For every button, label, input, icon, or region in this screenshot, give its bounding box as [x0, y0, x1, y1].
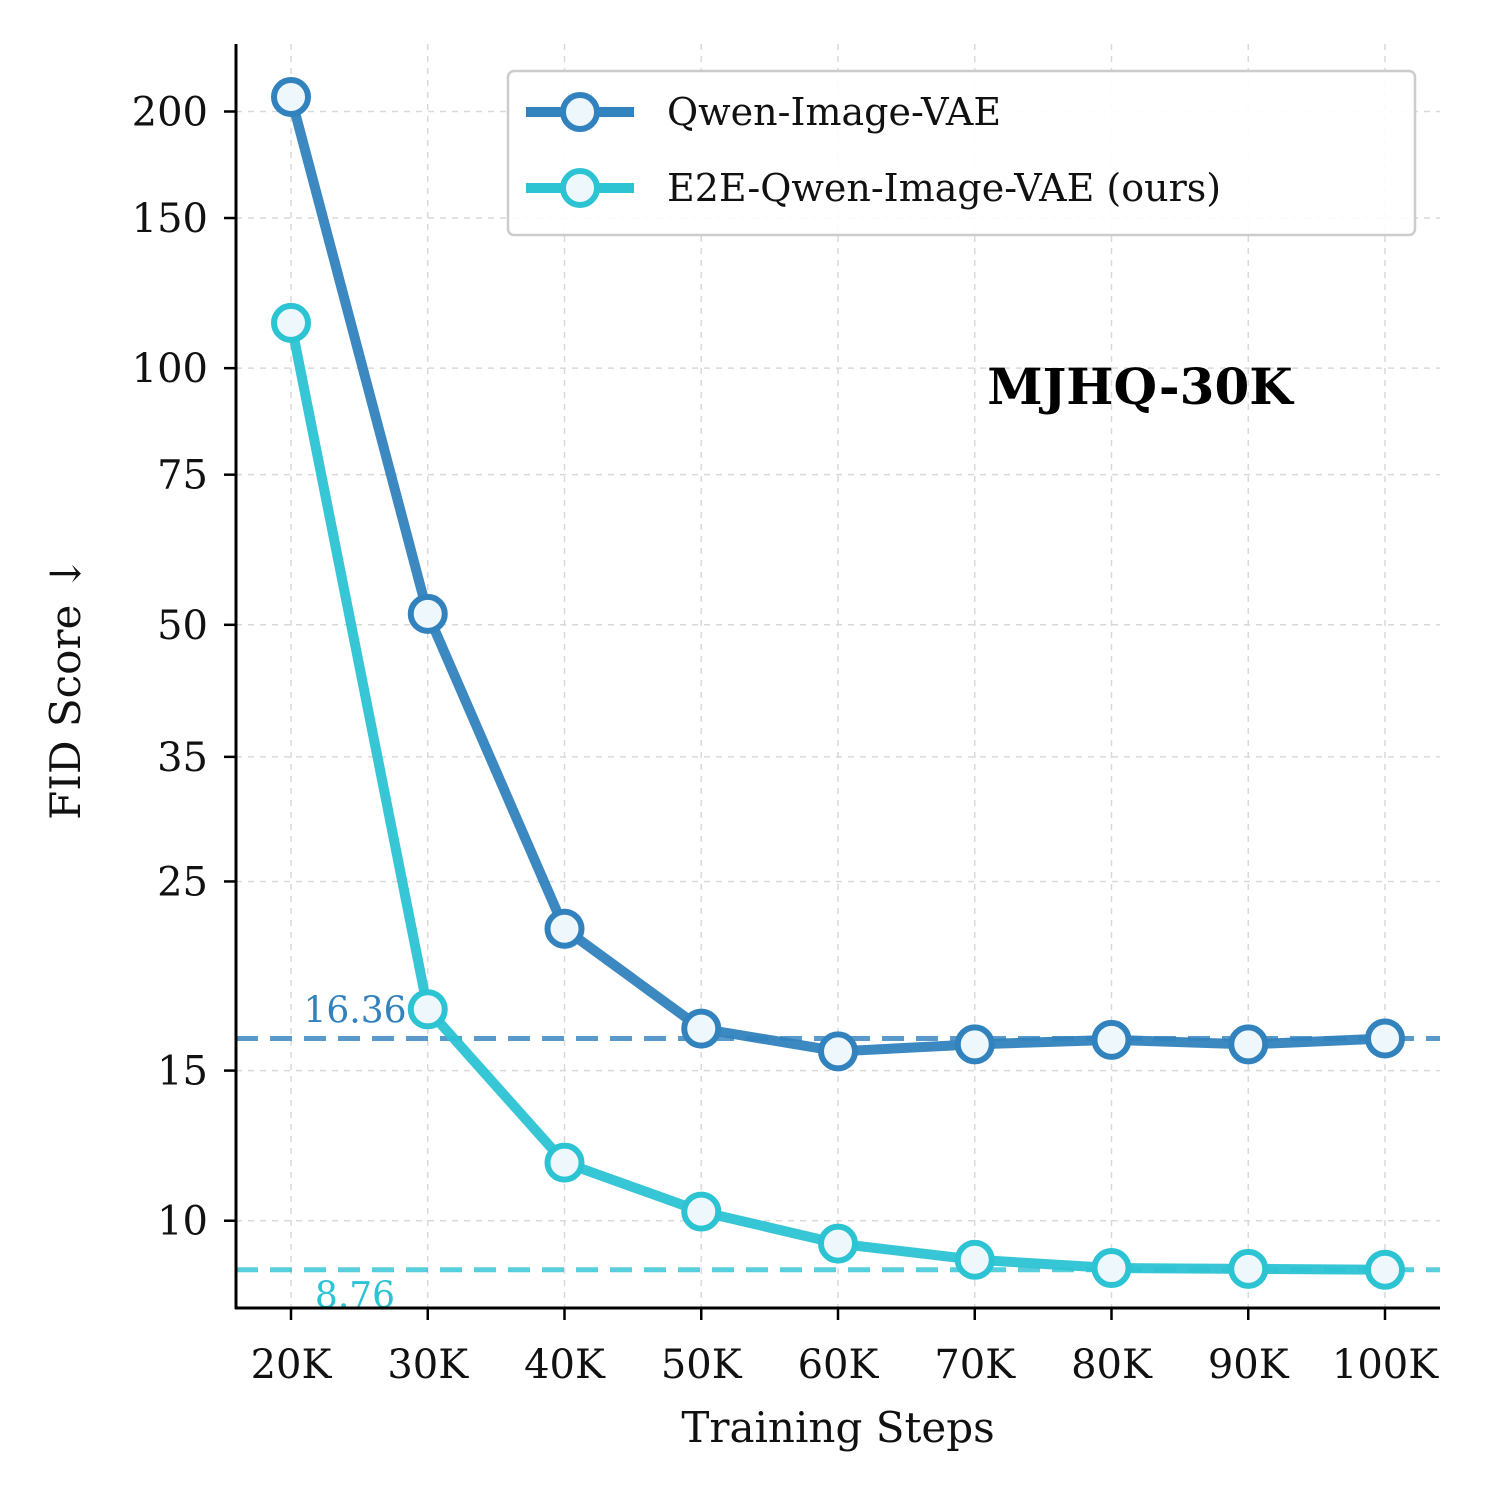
y-tick-label: 10: [157, 1199, 208, 1245]
reference-label: 8.76: [315, 1276, 395, 1317]
data-point: [1091, 1248, 1132, 1289]
x-ticks: 20K 30K 40K 50K 60K 70K 80K 90K 100K: [251, 1308, 1439, 1388]
x-tick-label: 20K: [251, 1342, 333, 1388]
legend-label: Qwen-Image-VAE: [667, 90, 1001, 134]
series: [271, 302, 1405, 1290]
data-point: [681, 1191, 722, 1232]
x-tick-label: 50K: [661, 1342, 743, 1388]
x-tick-label: 40K: [524, 1342, 606, 1388]
series-lines: [271, 76, 1405, 1290]
x-tick-label: 70K: [934, 1342, 1016, 1388]
x-tick-label: 80K: [1071, 1342, 1153, 1388]
y-tick-label: 15: [157, 1049, 208, 1095]
legend-marker: [560, 92, 600, 132]
x-tick-label: 60K: [798, 1342, 880, 1388]
data-point: [818, 1223, 858, 1264]
y-tick-label: 200: [132, 90, 208, 136]
x-tick-label: 30K: [387, 1342, 469, 1388]
y-tick-label: 75: [157, 453, 208, 499]
y-ticks: 10 15 25 35 50 75 100 150 200: [132, 90, 236, 1245]
series: [271, 76, 1405, 1072]
y-axis-title: FID Score ↓: [41, 556, 90, 820]
x-axis-title: Training Steps: [681, 1403, 994, 1452]
data-point: [1365, 1018, 1405, 1059]
data-point: [544, 1142, 585, 1183]
reference-label: 16.36: [303, 990, 406, 1031]
data-point: [407, 593, 448, 634]
legend-marker: [560, 168, 600, 208]
data-point: [271, 302, 311, 343]
legend: Qwen-Image-VAE E2E-Qwen-Image-VAE (ours): [506, 69, 1417, 237]
legend-entry: E2E-Qwen-Image-VAE (ours): [526, 166, 1221, 210]
x-tick-label: 100K: [1332, 1342, 1439, 1388]
legend-entry: Qwen-Image-VAE: [526, 90, 1001, 134]
data-point: [271, 76, 311, 117]
data-point: [954, 1239, 995, 1280]
y-tick-label: 50: [157, 603, 208, 649]
data-point: [1228, 1024, 1269, 1065]
data-point: [954, 1024, 995, 1065]
data-point: [1091, 1019, 1132, 1060]
data-point: [1365, 1249, 1405, 1290]
legend-label: E2E-Qwen-Image-VAE (ours): [667, 166, 1221, 210]
data-point: [407, 989, 448, 1030]
legend-box: [506, 69, 1417, 237]
data-point: [544, 908, 585, 949]
x-tick-label: 90K: [1208, 1342, 1290, 1388]
y-tick-label: 150: [132, 196, 208, 242]
data-point: [681, 1008, 722, 1049]
y-tick-label: 100: [132, 346, 208, 392]
y-tick-label: 25: [157, 859, 208, 905]
dataset-annotation: MJHQ-30K: [987, 357, 1294, 416]
data-point: [1228, 1248, 1269, 1289]
data-point: [818, 1031, 858, 1072]
y-tick-label: 35: [157, 735, 208, 781]
